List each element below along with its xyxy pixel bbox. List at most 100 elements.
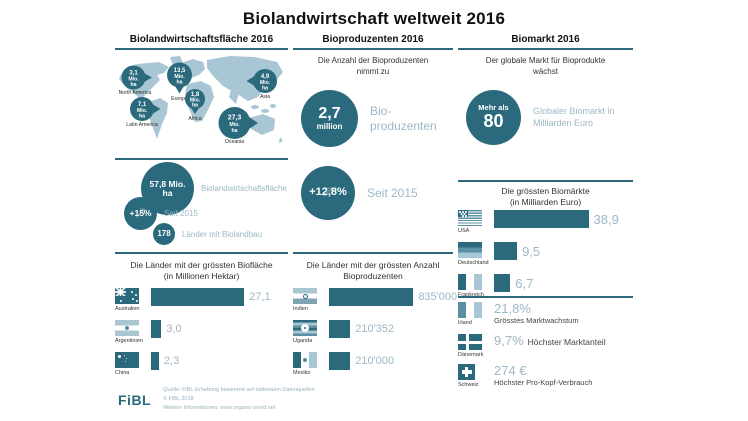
flag-block: Deutschland bbox=[458, 242, 489, 266]
region-label: Asia bbox=[260, 94, 270, 100]
flag-ireland-icon bbox=[458, 302, 482, 318]
circle-label: Globaler Biomarkt in Milliarden Euro bbox=[533, 106, 615, 129]
bubble-value: 1,8 bbox=[191, 92, 200, 98]
divider bbox=[458, 180, 633, 182]
country-label: Australien bbox=[115, 306, 140, 312]
continent-new-zealand bbox=[279, 137, 283, 143]
chart-title-biofläche: Die Länder mit der grössten Biofläche (i… bbox=[115, 260, 288, 282]
map-bubble-asia: 4,9 Mio. ha Asia bbox=[246, 69, 277, 100]
flag-china-icon bbox=[115, 352, 139, 368]
column-area: Biolandwirtschaftsfläche 2016 3,1 bbox=[115, 34, 288, 388]
bubble-circle bbox=[130, 97, 154, 121]
bubble-circle bbox=[185, 89, 205, 109]
bar-row-frankreich: Frankreich 6,7 bbox=[458, 274, 633, 298]
map-bubble-africa: 1,8 Mio. ha Africa bbox=[185, 89, 205, 122]
circle-label: Seit 2015 bbox=[367, 185, 418, 200]
circle-label-line2: produzenten bbox=[370, 118, 437, 133]
bubble-unit: Mio. bbox=[174, 74, 185, 80]
continent-se-asia-1 bbox=[251, 105, 259, 109]
bubble-pointer bbox=[153, 104, 161, 114]
bubble-pointer bbox=[175, 86, 184, 94]
flag-block: Argentinien bbox=[115, 320, 143, 344]
chart-title-line2: (in Millionen Hektar) bbox=[163, 271, 240, 282]
stat-value: 178 bbox=[157, 228, 171, 238]
bubble-value: 7,1 bbox=[138, 102, 147, 108]
market-size: Mehr als 80 Globaler Biomarkt in Milliar… bbox=[466, 90, 615, 145]
continent-australia bbox=[249, 114, 275, 135]
bar-row-australien: Australien 27,1 bbox=[115, 288, 288, 312]
bar-value: 835'000 bbox=[418, 291, 458, 303]
intro-line2: wächst bbox=[533, 66, 558, 76]
divider bbox=[293, 252, 453, 254]
stat-value: 57,8 Mio. bbox=[149, 178, 186, 189]
circle-value: 80 bbox=[483, 110, 504, 131]
producers-growth: +12,8% Seit 2015 bbox=[301, 166, 418, 220]
bar-track: 3,0 bbox=[151, 320, 288, 338]
country-label: China bbox=[115, 370, 130, 376]
bar-value: 9,5 bbox=[522, 243, 541, 259]
bar-value: 38,9 bbox=[593, 211, 619, 227]
bar-track: 2,3 bbox=[151, 352, 288, 370]
chart-title-line2: (in Milliarden Euro) bbox=[509, 197, 582, 208]
chart-title-line2: Bioproduzenten bbox=[343, 271, 403, 282]
country-label: Indien bbox=[293, 306, 308, 312]
bubble-unit: ha bbox=[176, 79, 182, 85]
flag-block: Irland bbox=[458, 302, 486, 326]
column-producers-header: Bioproduzenten 2016 bbox=[293, 34, 453, 50]
bubble-value: 4,9 bbox=[261, 74, 270, 80]
bubble-value: 3,1 bbox=[129, 70, 138, 76]
country-label: Uganda bbox=[293, 338, 313, 344]
producers-growth-circle: +12,8% bbox=[301, 166, 355, 220]
flag-india-icon bbox=[293, 288, 317, 304]
country-label: USA bbox=[458, 228, 470, 234]
flag-block: Schweiz bbox=[458, 364, 486, 388]
continent-se-asia-2 bbox=[261, 109, 269, 113]
footer-source: Quelle: FiBL-Erhebung basierend auf nati… bbox=[163, 387, 315, 393]
producers-count-circle: 2,7 million bbox=[301, 90, 358, 147]
bar bbox=[494, 210, 589, 228]
fact-row-irland: Irland 21,8% Grösstes Marktwachstum bbox=[458, 301, 579, 326]
bubble-circle bbox=[121, 65, 146, 90]
stat-label: Seit 2015 bbox=[164, 209, 198, 218]
bubble-unit: ha bbox=[139, 113, 145, 119]
fact-content: 9,7% Höchster Marktanteil bbox=[494, 333, 606, 348]
country-label: Frankreich bbox=[458, 292, 484, 298]
bar-value: 2,3 bbox=[163, 355, 180, 367]
bar-value: 210'000 bbox=[355, 355, 395, 367]
producers-intro: Die Anzahl der Bioproduzenten nimmt zu bbox=[293, 56, 453, 78]
fact-value: 21,8% bbox=[494, 301, 531, 316]
bubble-value: 27,3 bbox=[228, 115, 242, 122]
bubble-circle bbox=[167, 62, 192, 88]
producers-count: 2,7 million Bio- produzenten bbox=[301, 90, 437, 147]
bar-row-usa: USA 38,9 bbox=[458, 210, 633, 234]
bubble-unit: ha bbox=[192, 103, 198, 109]
bar bbox=[329, 288, 414, 306]
market-intro: Der globale Markt für Bioprodukte wächst bbox=[458, 56, 633, 78]
bubble-unit: Mio. bbox=[137, 108, 148, 114]
flag-germany-icon bbox=[458, 242, 482, 258]
bubble-unit: Mio. bbox=[128, 76, 139, 82]
fact-row-schweiz: Schweiz 274 € Höchster Pro-Kopf-Verbrauc… bbox=[458, 363, 592, 388]
bubble-unit: Mio. bbox=[260, 80, 271, 86]
bar bbox=[329, 352, 351, 370]
country-label: Schweiz bbox=[458, 382, 479, 388]
continent-india bbox=[229, 90, 239, 104]
divider bbox=[115, 252, 288, 254]
chart-title-line1: Die grössten Biomärkte bbox=[501, 186, 590, 196]
bar-value: 210'352 bbox=[355, 323, 395, 335]
bubble-circle bbox=[218, 107, 251, 139]
circle-unit: million bbox=[316, 121, 343, 131]
flag-block: Dänemark bbox=[458, 334, 486, 358]
continent-se-asia-3 bbox=[270, 104, 276, 108]
footer-website: Weitere Informationen: www.organic-world… bbox=[163, 404, 276, 411]
flag-block: Uganda bbox=[293, 320, 321, 344]
footer: FiBL Quelle: FiBL-Erhebung basierend auf… bbox=[118, 386, 315, 412]
bubble-value: 13,5 bbox=[174, 68, 186, 74]
circle-value: 2,7 bbox=[318, 104, 341, 122]
region-label: Europe bbox=[171, 96, 188, 102]
divider bbox=[115, 158, 288, 160]
bar-row-argentinien: Argentinien 3,0 bbox=[115, 320, 288, 344]
bar-track: 210'000 bbox=[329, 352, 453, 370]
bar-value: 27,1 bbox=[249, 291, 271, 303]
flag-australia-icon bbox=[115, 288, 139, 304]
